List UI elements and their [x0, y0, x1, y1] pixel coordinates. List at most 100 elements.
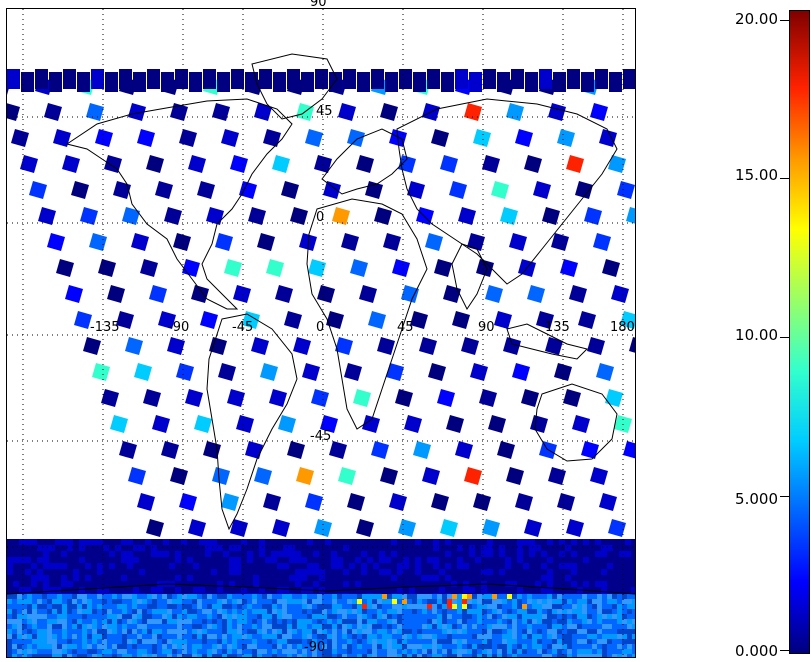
antarctic-cell	[22, 634, 27, 639]
south-band-cell	[601, 581, 607, 587]
south-band-cell	[259, 557, 265, 563]
south-band-cell	[535, 563, 541, 569]
swath-patch	[239, 181, 257, 199]
antarctic-cell	[107, 614, 112, 619]
antarctic-cell	[212, 634, 217, 639]
antarctic-cell	[252, 604, 257, 609]
antarctic-cell	[237, 609, 242, 614]
antarctic-cell	[107, 654, 112, 657]
antarctic-cell	[222, 604, 227, 609]
antarctic-cell	[617, 604, 622, 609]
antarctic-cell	[382, 644, 387, 649]
south-band-cell	[109, 587, 115, 593]
antarctic-cell	[477, 654, 482, 657]
antarctic-cell	[142, 624, 147, 629]
antarctic-cell	[527, 594, 532, 599]
antarctic-cell	[227, 634, 232, 639]
south-band-cell	[589, 581, 595, 587]
antarctic-cell	[292, 644, 297, 649]
antarctic-cell	[47, 619, 52, 624]
antarctic-cell	[267, 619, 272, 624]
antarctic-cell	[107, 649, 112, 654]
antarctic-cell	[182, 614, 187, 619]
south-band-cell	[373, 581, 379, 587]
antarctic-cell	[412, 609, 417, 614]
south-band-cell	[25, 551, 31, 557]
swath-patch	[458, 207, 476, 225]
antarctic-cell	[627, 649, 632, 654]
antarctic-cell	[292, 604, 297, 609]
south-band-cell	[277, 569, 283, 575]
colorbar-label-5: 5.000	[735, 490, 778, 508]
antarctic-cell	[242, 629, 247, 634]
antarctic-cell	[17, 654, 22, 657]
antarctic-cell	[397, 629, 402, 634]
antarctic-cell	[132, 614, 137, 619]
antarctic-cell	[402, 654, 407, 657]
south-band-cell	[241, 551, 247, 557]
antarctic-cell	[492, 644, 497, 649]
south-band-cell	[427, 569, 433, 575]
south-band-cell	[133, 545, 139, 551]
south-band-cell	[583, 569, 589, 575]
antarctic-cell	[517, 629, 522, 634]
south-band-cell	[283, 545, 289, 551]
lon-label-45: 45	[397, 320, 414, 335]
south-band-cell	[325, 539, 331, 545]
antarctic-cell	[272, 644, 277, 649]
antarctic-cell	[497, 634, 502, 639]
antarctic-cell	[507, 604, 512, 609]
south-band-cell	[145, 563, 151, 569]
antarctic-cell	[492, 614, 497, 619]
south-band-cell	[91, 539, 97, 545]
antarctic-cell	[342, 634, 347, 639]
antarctic-cell	[112, 639, 117, 644]
antarctic-cell	[87, 654, 92, 657]
antarctic-cell	[597, 604, 602, 609]
antarctic-cell	[557, 594, 562, 599]
south-band-cell	[577, 575, 583, 581]
south-band-cell	[121, 551, 127, 557]
antarctic-cell	[567, 639, 572, 644]
antarctic-cell	[42, 624, 47, 629]
antarctic-cell	[277, 649, 282, 654]
antarctic-cell	[527, 604, 532, 609]
south-band-cell	[433, 569, 439, 575]
south-band-cell	[379, 557, 385, 563]
antarctic-cell	[442, 654, 447, 657]
antarctic-cell	[507, 634, 512, 639]
swath-patch	[146, 519, 164, 537]
antarctic-cell	[97, 619, 102, 624]
antarctic-cell	[537, 629, 542, 634]
antarctic-cell	[592, 624, 597, 629]
antarctic-cell	[467, 624, 472, 629]
swath-patch	[548, 467, 566, 485]
polar-band-patch	[161, 72, 174, 92]
antarctic-cell	[32, 599, 37, 604]
south-band-cell	[475, 575, 481, 581]
antarctic-cell	[102, 629, 107, 634]
antarctic-cell	[117, 604, 122, 609]
south-band-cell	[457, 581, 463, 587]
south-band-cell	[493, 545, 499, 551]
antarctic-cell	[12, 629, 17, 634]
antarctic-cell	[17, 629, 22, 634]
antarctic-cell	[277, 629, 282, 634]
antarctic-cell	[517, 644, 522, 649]
antarctic-cell	[202, 644, 207, 649]
antarctic-cell	[252, 634, 257, 639]
antarctic-cell	[582, 614, 587, 619]
south-band-cell	[247, 563, 253, 569]
swath-patch	[200, 311, 218, 329]
antarctic-cell	[357, 599, 362, 604]
south-band-cell	[139, 575, 145, 581]
antarctic-cell	[492, 629, 497, 634]
south-band-cell	[67, 557, 73, 563]
antarctic-cell	[422, 629, 427, 634]
swath-patch	[419, 337, 437, 355]
south-band-cell	[283, 551, 289, 557]
antarctic-cell	[227, 629, 232, 634]
swath-patch	[395, 389, 413, 407]
antarctic-cell	[517, 594, 522, 599]
south-band-cell	[421, 557, 427, 563]
